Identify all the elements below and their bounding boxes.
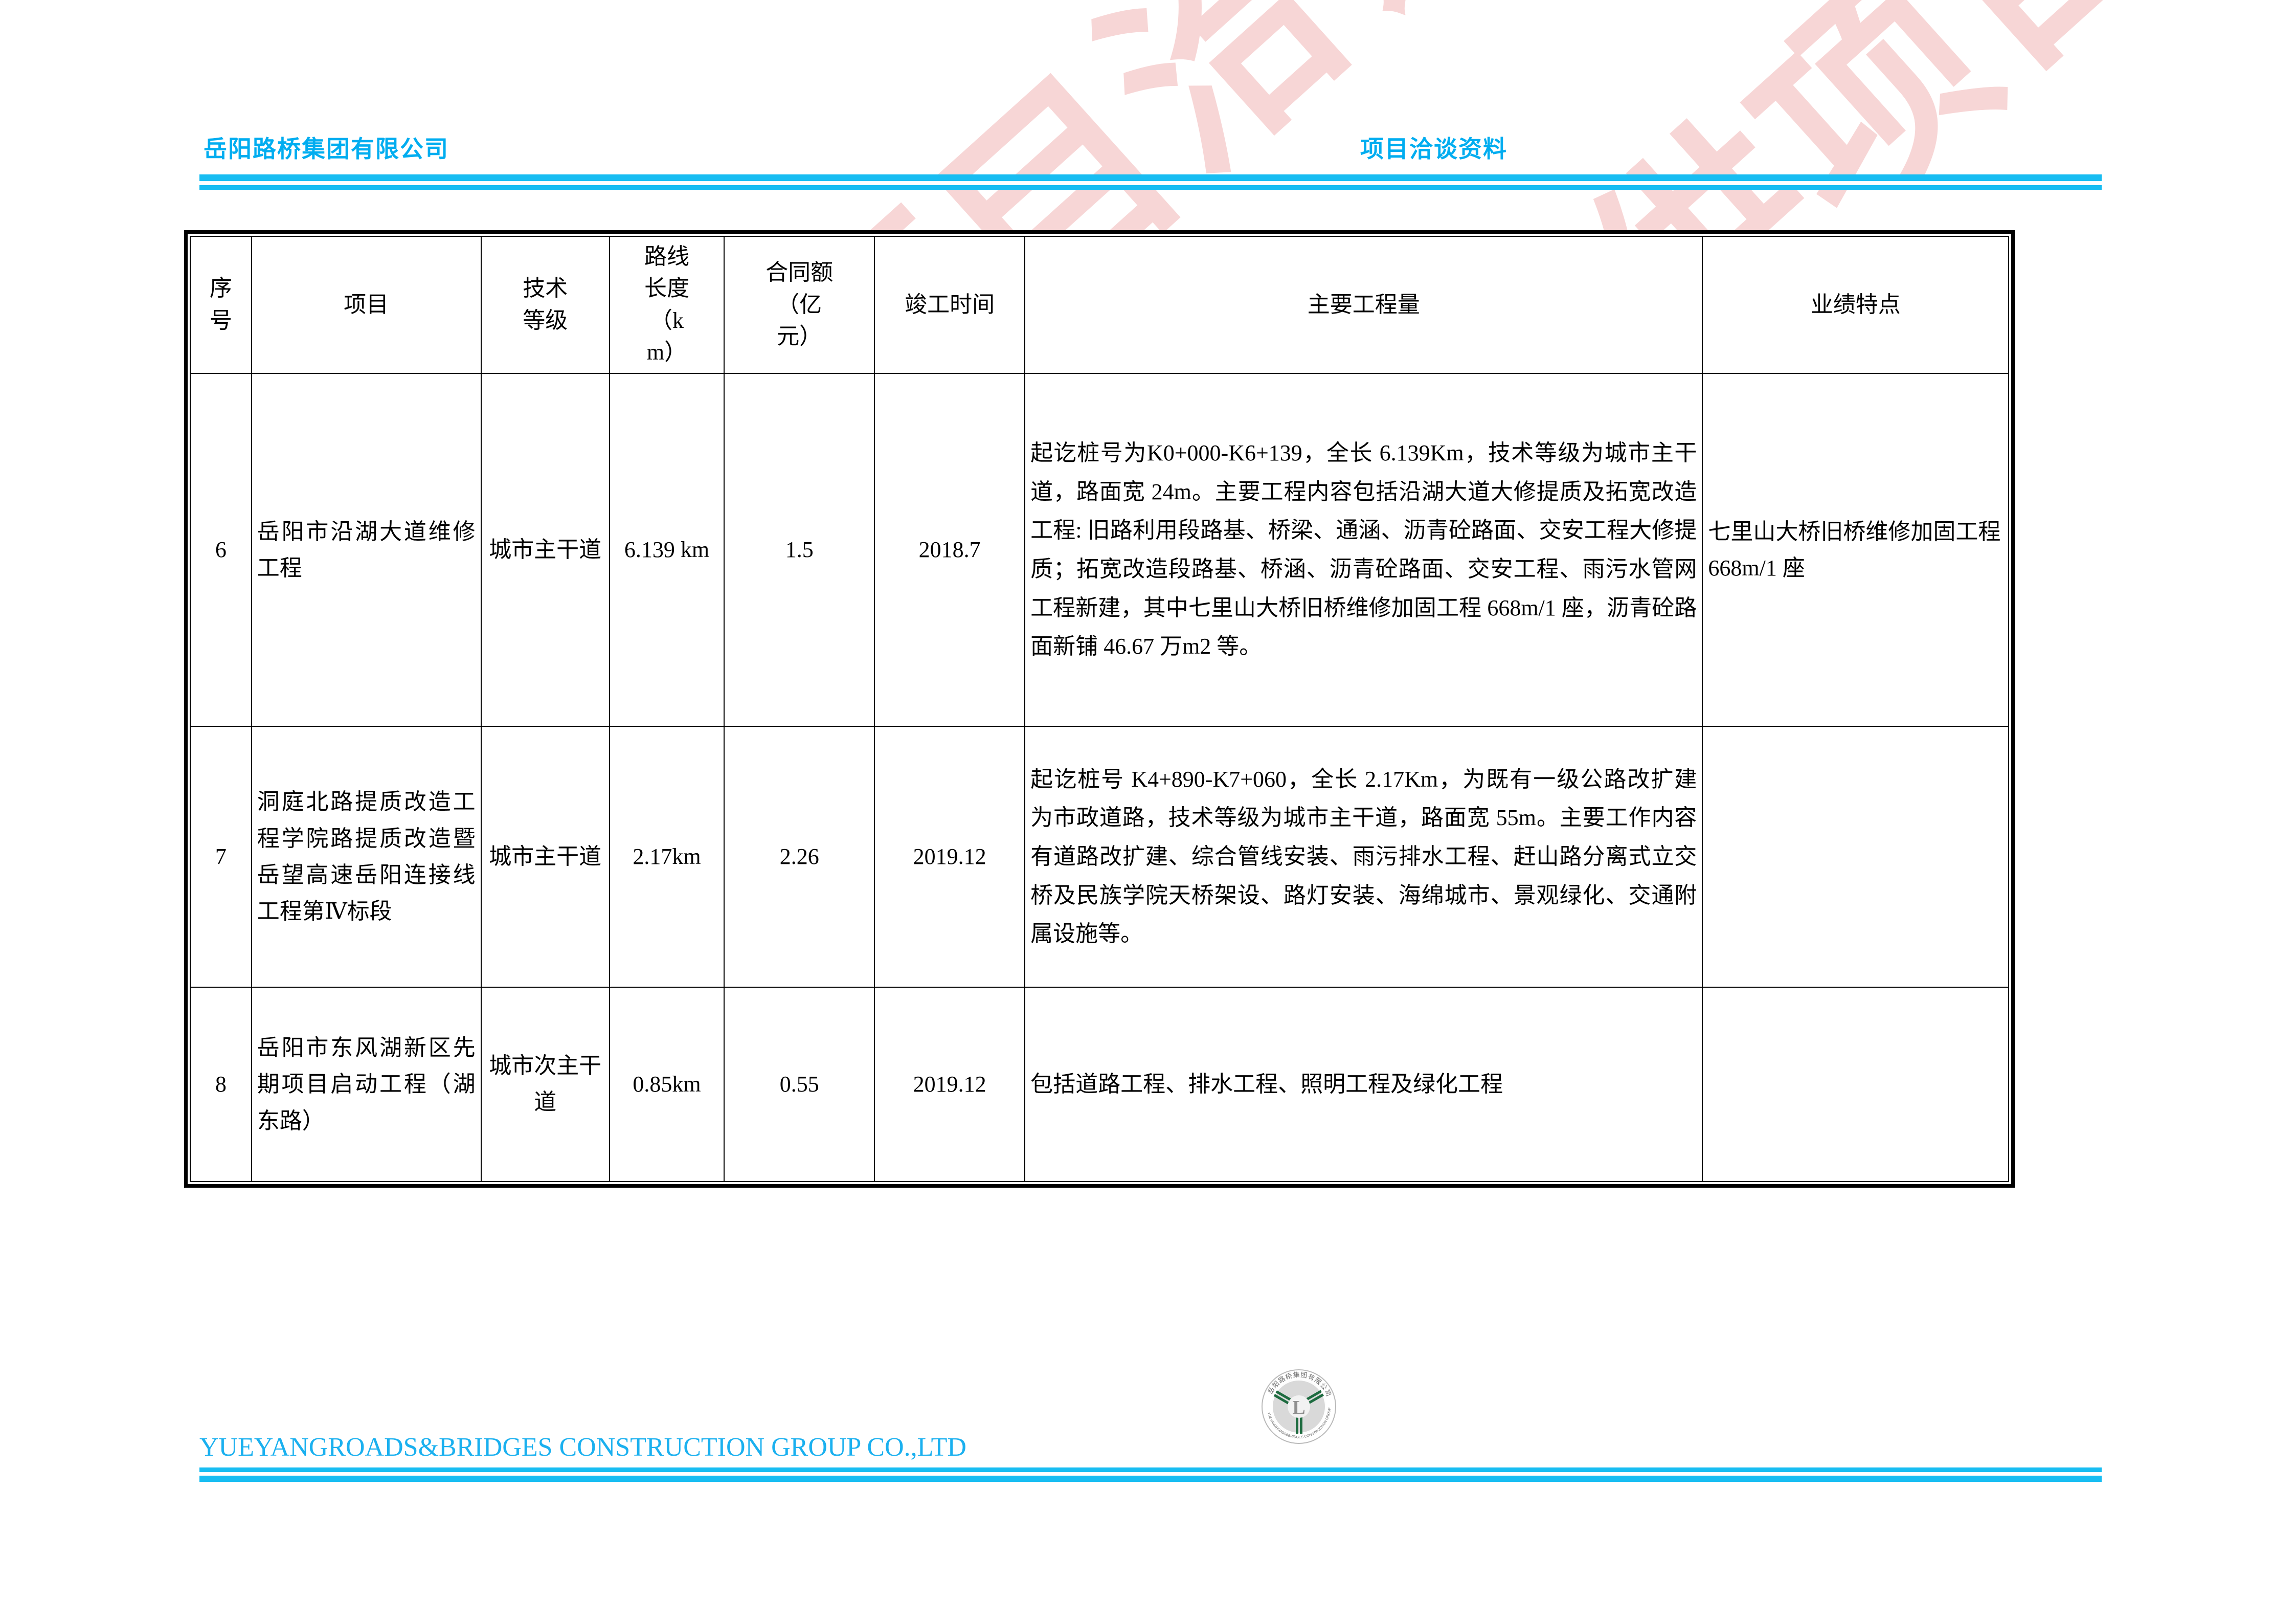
header-company-name: 岳阳路桥集团有限公司	[204, 136, 449, 162]
cell-length: 2.17km	[609, 725, 725, 988]
cell-feature: 七里山大桥旧桥维修加固工程 668m/1 座	[1702, 372, 2009, 727]
header-row: 岳阳路桥集团有限公司 项目洽谈资料	[199, 130, 2102, 164]
cell-grade: 城市次主干道	[480, 986, 610, 1182]
column-header-grade: 技术等级	[480, 236, 610, 374]
table-row: 7 洞庭北路提质改造工程学院路提质改造暨岳望高速岳阳连接线工程第Ⅳ标段 城市主干…	[190, 725, 2009, 988]
page-header: 岳阳路桥集团有限公司 项目洽谈资料	[199, 130, 2102, 190]
header-rule-thick	[199, 174, 2102, 181]
cell-amount: 2.26	[724, 725, 875, 988]
company-logo-icon: L 岳阳路桥集团有限公司 YUEYANGROADS&BRIDGES CONSTR…	[1259, 1366, 1337, 1445]
cell-amount: 0.55	[724, 986, 875, 1182]
footer-rule-thin	[199, 1476, 2102, 1482]
svg-text:L: L	[1292, 1397, 1305, 1418]
header-rule-gap	[199, 181, 2102, 185]
cell-amount: 1.5	[724, 372, 875, 727]
table-body: 6 岳阳市沿湖大道维修工程 城市主干道 6.139 km 1.5 2018.7 …	[190, 372, 2009, 1182]
page-footer: YUEYANGROADS&BRIDGES CONSTRUCTION GROUP …	[199, 1432, 2102, 1482]
cell-length: 0.85km	[609, 986, 725, 1182]
cell-date: 2019.12	[874, 986, 1026, 1182]
cell-grade: 城市主干道	[480, 372, 610, 727]
cell-project: 洞庭北路提质改造工程学院路提质改造暨岳望高速岳阳连接线工程第Ⅳ标段	[251, 725, 482, 988]
column-header-amount: 合同额（亿元）	[724, 236, 875, 374]
cell-length: 6.139 km	[609, 372, 725, 727]
table-row: 8 岳阳市东风湖新区先期项目启动工程（湖东路） 城市次主干道 0.85km 0.…	[190, 986, 2009, 1182]
table-header: 序号 项目 技术等级 路线长度（km） 合同额（亿元） 竣工	[190, 236, 2009, 374]
footer-rule-gap	[199, 1472, 2102, 1476]
cell-date: 2019.12	[874, 725, 1026, 988]
cell-no: 7	[190, 725, 252, 988]
column-header-length: 路线长度（km）	[609, 236, 725, 374]
cell-feature	[1702, 725, 2009, 988]
header-doc-title: 项目洽谈资料	[1360, 136, 1507, 162]
header-rule-thin	[199, 185, 2102, 190]
column-header-feature: 业绩特点	[1702, 236, 2009, 374]
cell-project: 岳阳市沿湖大道维修工程	[251, 372, 482, 727]
column-header-project: 项目	[251, 236, 482, 374]
cell-detail: 起讫桩号 K4+890-K7+060，全长 2.17Km，为既有一级公路改扩建为…	[1024, 725, 1703, 988]
cell-no: 6	[190, 372, 252, 727]
cell-date: 2018.7	[874, 372, 1026, 727]
column-header-detail: 主要工程量	[1024, 236, 1703, 374]
performance-table: 序号 项目 技术等级 路线长度（km） 合同额（亿元） 竣工	[190, 236, 2009, 1182]
cell-detail: 包括道路工程、排水工程、照明工程及绿化工程	[1024, 986, 1703, 1182]
cell-detail: 起讫桩号为K0+000-K6+139，全长 6.139Km，技术等级为城市主干道…	[1024, 372, 1703, 727]
column-header-no: 序号	[190, 236, 252, 374]
cell-no: 8	[190, 986, 252, 1182]
cell-feature	[1702, 986, 2009, 1182]
footer-company-name-en: YUEYANGROADS&BRIDGES CONSTRUCTION GROUP …	[199, 1433, 966, 1462]
table-header-row: 序号 项目 技术等级 路线长度（km） 合同额（亿元） 竣工	[190, 236, 2009, 374]
performance-table-container: 序号 项目 技术等级 路线长度（km） 合同额（亿元） 竣工	[184, 230, 2015, 1188]
table-row: 6 岳阳市沿湖大道维修工程 城市主干道 6.139 km 1.5 2018.7 …	[190, 372, 2009, 727]
footer-rule-thick	[199, 1467, 2102, 1472]
cell-grade: 城市主干道	[480, 725, 610, 988]
cell-project: 岳阳市东风湖新区先期项目启动工程（湖东路）	[251, 986, 482, 1182]
column-header-date: 竣工时间	[874, 236, 1026, 374]
